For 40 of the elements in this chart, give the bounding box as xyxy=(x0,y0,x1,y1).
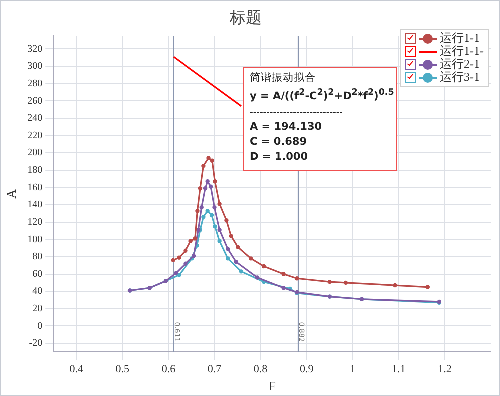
legend-label: 运行2-1 xyxy=(440,57,480,71)
x-tick-label: 1.2 xyxy=(438,364,452,376)
y-axis-title: A xyxy=(4,188,20,199)
y-tick-label: 200 xyxy=(28,148,43,159)
y-tick-label: 240 xyxy=(28,113,43,124)
y-tick-label: 60 xyxy=(32,268,43,280)
x-tick-label: 0.9 xyxy=(300,364,314,376)
y-tick-label: 40 xyxy=(32,286,43,298)
x-tick-label: 0.5 xyxy=(116,364,130,376)
legend-label: 运行3-1 xyxy=(440,70,480,84)
x-tick-label: 1 xyxy=(350,364,356,376)
annotation: ---------------------------- xyxy=(250,106,344,118)
y-tick-label: 180 xyxy=(28,165,43,176)
y-tick-label: 320 xyxy=(28,44,43,55)
y-tick-label: 280 xyxy=(28,78,43,90)
y-tick-label: 300 xyxy=(28,61,43,72)
y-tick-label: 20 xyxy=(32,304,43,315)
chart-title: 标题 xyxy=(229,10,262,27)
x-tick-label: 0.4 xyxy=(70,364,84,376)
x-tick-label: 0.6 xyxy=(162,364,176,376)
x-tick-label: 1.1 xyxy=(392,364,406,376)
annotation: 简谐振动拟合 xyxy=(250,71,317,86)
y-tick-label: -20 xyxy=(29,338,43,350)
legend-label: 运行1-1 xyxy=(440,31,480,45)
y-tick-label: 100 xyxy=(28,234,43,246)
text: y = A/((f$^{2}$-C$^{2}$)$^{2}$+D$^{2}$*f$^{2}$)$^{0.5}$ xyxy=(250,88,394,102)
annotation: A = 194.130 xyxy=(250,120,324,134)
y-tick-label: 120 xyxy=(28,216,43,228)
legend-label: 运行1-1- xyxy=(440,44,484,58)
y-tick-label: 140 xyxy=(28,200,43,211)
y-tick-label: 0 xyxy=(38,320,43,332)
y-tick-label: 260 xyxy=(28,96,43,107)
x-axis-title: F xyxy=(268,378,276,394)
annotation: D = 1.000 xyxy=(250,150,310,164)
x-tick-label: 0.8 xyxy=(254,364,268,376)
x-tick-label: 0.7 xyxy=(208,364,222,376)
y-tick-label: 220 xyxy=(28,130,43,142)
y-tick-label: 80 xyxy=(32,252,43,263)
y-tick-label: 160 xyxy=(28,182,43,194)
annotation: C = 0.689 xyxy=(250,134,308,150)
